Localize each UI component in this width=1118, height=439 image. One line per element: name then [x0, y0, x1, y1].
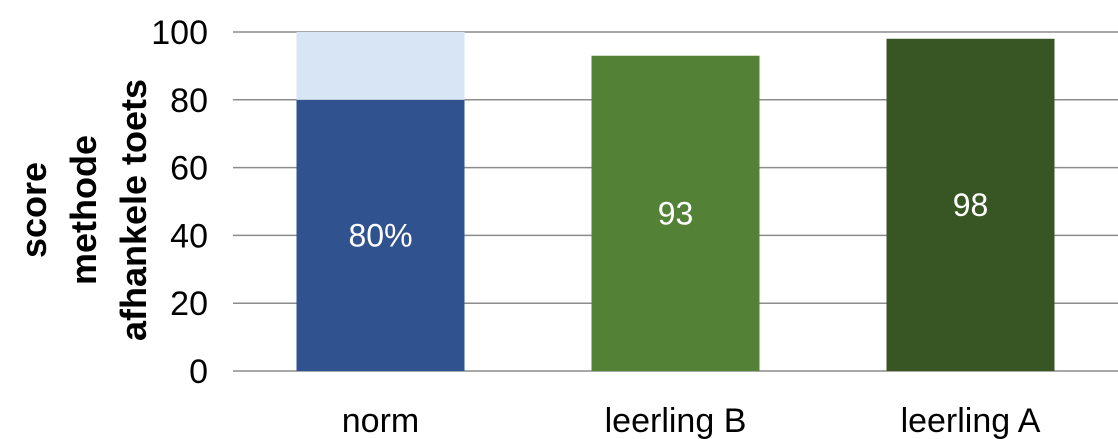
bar-leerling-B-segment-1 — [591, 55, 760, 371]
y-tick-label-0: 0 — [189, 353, 208, 391]
y-tick-label-60: 60 — [170, 150, 208, 188]
y-axis-title-line-1: score — [13, 162, 54, 258]
bar-norm-segment-2 — [296, 32, 465, 100]
bars — [296, 32, 1055, 372]
x-tick-labels: norm leerling B leerling A — [342, 402, 1041, 439]
data-label-norm: 80% — [348, 217, 412, 253]
y-tick-labels: 0 20 40 60 80 100 — [151, 14, 208, 391]
x-tick-label-leerling-A: leerling A — [901, 402, 1041, 439]
y-tick-label-100: 100 — [151, 14, 208, 52]
y-tick-label-20: 20 — [170, 285, 208, 323]
y-axis-title: score methode afhankele toets — [13, 79, 154, 341]
y-axis-title-line-2: methode — [63, 135, 104, 285]
y-tick-label-80: 80 — [170, 82, 208, 120]
data-label-leerling-A: 98 — [953, 187, 989, 223]
y-axis-title-line-3: afhankele toets — [113, 79, 154, 341]
x-tick-label-leerling-B: leerling B — [605, 402, 747, 439]
y-tick-label-40: 40 — [170, 217, 208, 255]
x-tick-label-norm: norm — [342, 402, 419, 439]
data-label-leerling-B: 93 — [658, 195, 694, 231]
bar-leerling-A-segment-1 — [886, 38, 1055, 371]
data-labels: 80% 93 98 — [348, 187, 988, 254]
bar-norm-segment-1 — [296, 99, 465, 372]
